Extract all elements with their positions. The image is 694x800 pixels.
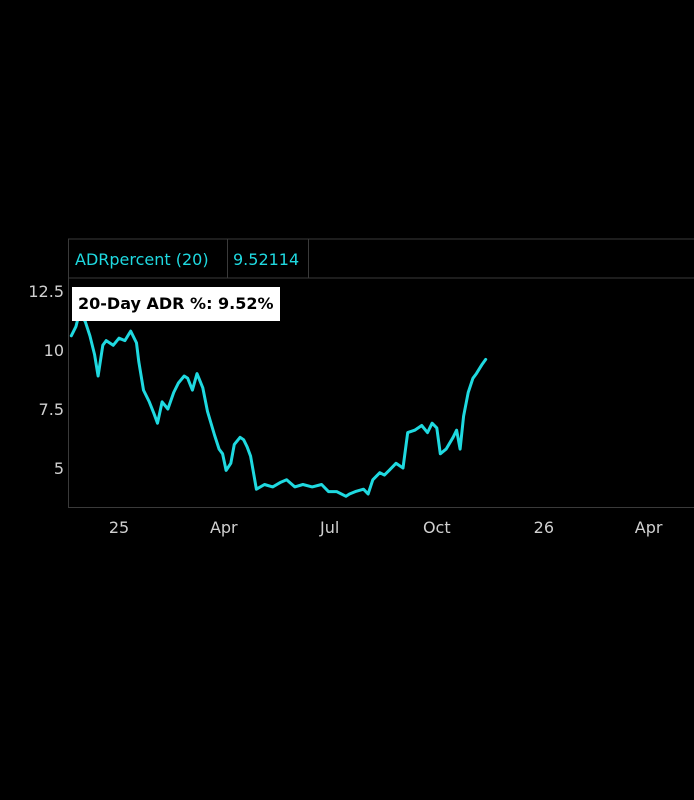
y-tick-label: 12.5 (28, 282, 64, 301)
y-axis: 5 7.5 10 12.5 (28, 282, 64, 478)
x-axis: 25 Apr Jul Oct 26 Apr (109, 518, 663, 537)
y-tick-label: 5 (54, 459, 64, 478)
x-tick-label: Apr (635, 518, 663, 537)
y-tick-label: 10 (44, 341, 64, 360)
y-tick-label: 7.5 (39, 400, 64, 419)
adr-percent-line (69, 310, 488, 498)
x-tick-label: 26 (534, 518, 554, 537)
x-tick-label: Jul (319, 518, 339, 537)
adr-value-badge: 20-Day ADR %: 9.52% (72, 287, 280, 321)
x-tick-label: Oct (423, 518, 451, 537)
x-tick-label: 25 (109, 518, 129, 537)
x-tick-label: Apr (210, 518, 238, 537)
legend-indicator-value: 9.52114 (233, 250, 299, 269)
legend-indicator-name[interactable]: ADRpercent (20) (75, 250, 209, 269)
